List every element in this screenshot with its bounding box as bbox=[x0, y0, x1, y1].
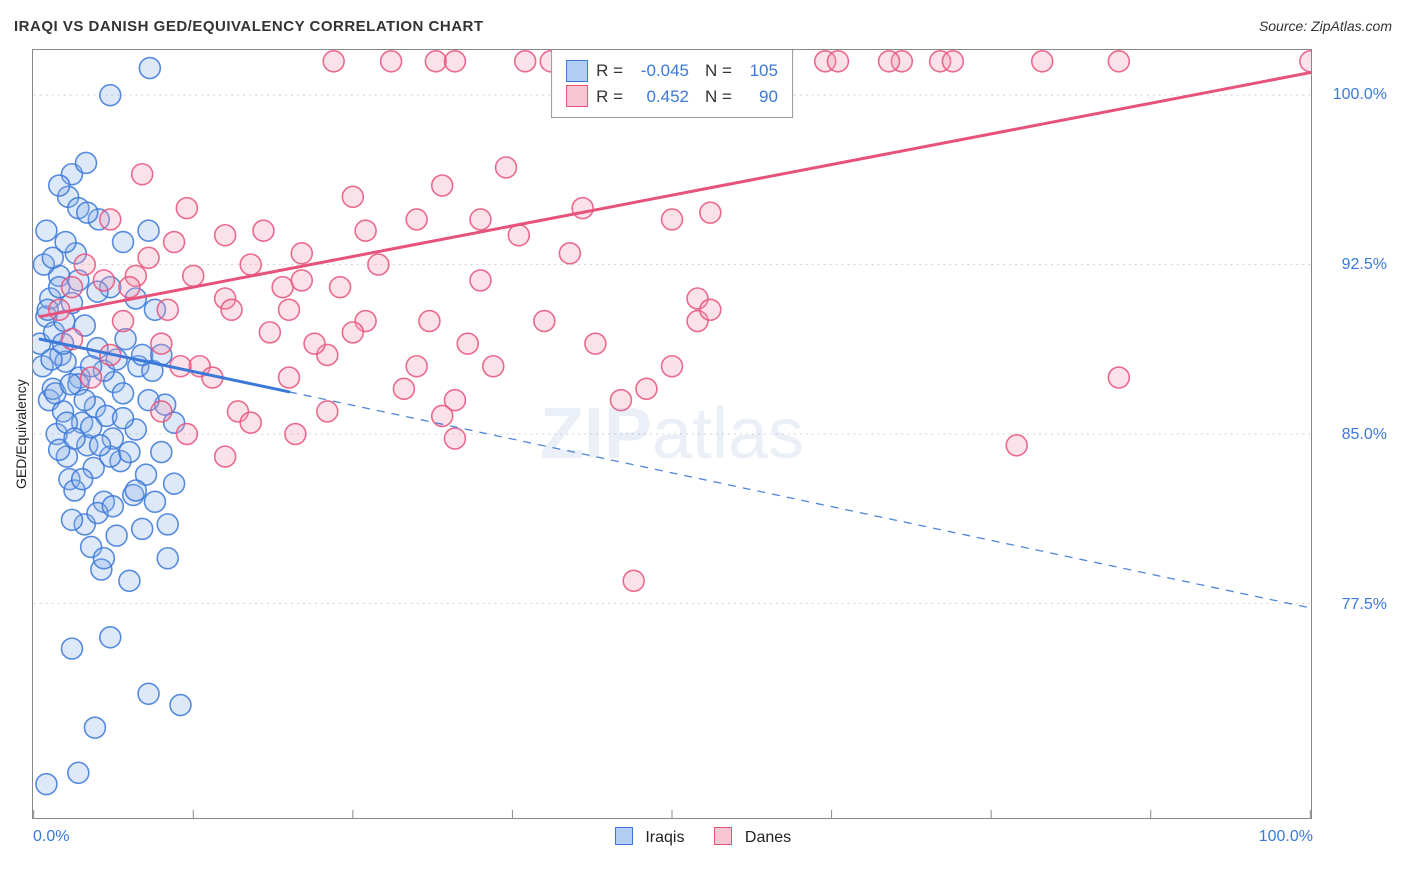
legend-n-label: N = bbox=[705, 84, 732, 110]
y-tick-labels: 77.5% 85.0% 92.5% 100.0% bbox=[1315, 50, 1387, 818]
plot-area: ZIPatlas R = -0.045 N = 105 R = 0.452 N … bbox=[32, 49, 1312, 819]
chart-header: IRAQI VS DANISH GED/EQUIVALENCY CORRELAT… bbox=[10, 10, 1396, 49]
legend-r-label: R = bbox=[596, 84, 623, 110]
legend-r-value-danes: 0.452 bbox=[631, 84, 689, 110]
y-tick-label: 100.0% bbox=[1333, 86, 1387, 104]
correlation-legend: R = -0.045 N = 105 R = 0.452 N = 90 bbox=[551, 50, 793, 118]
y-tick-label: 77.5% bbox=[1342, 596, 1387, 614]
legend-r-label: R = bbox=[596, 58, 623, 84]
legend-r-value-iraqis: -0.045 bbox=[631, 58, 689, 84]
legend-row-iraqis: R = -0.045 N = 105 bbox=[566, 58, 778, 84]
x-tick-label: 0.0% bbox=[33, 828, 69, 846]
legend-row-danes: R = 0.452 N = 90 bbox=[566, 84, 778, 110]
chart-title: IRAQI VS DANISH GED/EQUIVALENCY CORRELAT… bbox=[14, 18, 484, 35]
x-tick-labels: 0.0% 100.0% bbox=[33, 822, 1311, 846]
chart-source: Source: ZipAtlas.com bbox=[1259, 18, 1392, 34]
legend-swatch-danes bbox=[566, 85, 588, 107]
x-tick-label: 100.0% bbox=[1259, 828, 1313, 846]
legend-n-value-danes: 90 bbox=[740, 84, 778, 110]
legend-n-label: N = bbox=[705, 58, 732, 84]
y-tick-label: 85.0% bbox=[1342, 426, 1387, 444]
y-tick-label: 92.5% bbox=[1342, 256, 1387, 274]
chart-body: GED/Equivalency ZIPatlas R = -0.045 N = … bbox=[10, 49, 1396, 819]
scatter-svg bbox=[33, 50, 1311, 818]
legend-n-value-iraqis: 105 bbox=[740, 58, 778, 84]
legend-swatch-iraqis bbox=[566, 60, 588, 82]
y-axis-label: GED/Equivalency bbox=[10, 49, 32, 819]
chart-container: IRAQI VS DANISH GED/EQUIVALENCY CORRELAT… bbox=[10, 10, 1396, 847]
